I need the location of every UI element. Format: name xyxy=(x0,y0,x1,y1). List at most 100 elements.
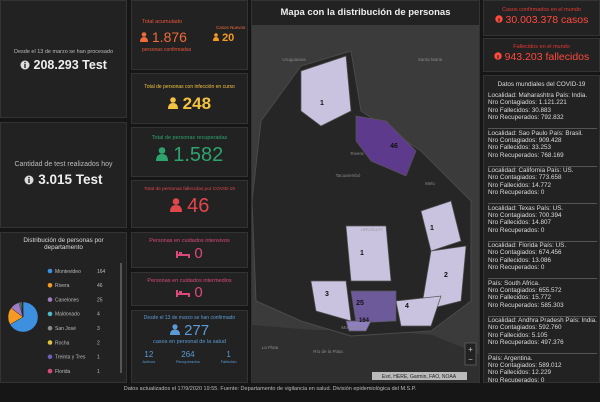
entry-text: 14.772 xyxy=(531,181,552,189)
entry-line: Nro Recuperados: 768.169 xyxy=(488,152,597,159)
entry-text: Nro Fallecidos: xyxy=(488,294,530,302)
world-deaths-card: Fallecidos en el mundo 943.203 fallecido… xyxy=(483,38,600,72)
entry-line: Nro Fallecidos: 13.086 xyxy=(488,257,597,264)
entry-text: País: xyxy=(536,204,551,212)
entry-text: 773.658 xyxy=(538,174,562,182)
processed-panel: Desde el 13 de marzo se han procesado 20… xyxy=(0,0,127,118)
world-entry: Localidad: Texas País: US. Nro Contagiad… xyxy=(488,205,597,242)
person-icon xyxy=(155,147,168,161)
today-panel: Cantidad de test realizados hoy 3.015 Te… xyxy=(0,122,127,228)
entry-line: Nro Fallecidos: 12.229 xyxy=(488,369,597,376)
label: Total de personas fallecidas por COVID-1… xyxy=(144,187,235,192)
entry-text: 12.229 xyxy=(531,369,552,377)
entry-line: Nro Recuperados: 497.376 xyxy=(488,339,597,346)
department-count: 1 xyxy=(320,100,324,107)
entry-text: California xyxy=(518,167,546,174)
entry-text: Nro Recuperados: xyxy=(488,189,540,197)
entry-text: 0 xyxy=(540,226,545,234)
legend-value: 1 xyxy=(97,369,100,375)
value: 0 xyxy=(132,284,247,301)
department-count: 1 xyxy=(430,225,434,232)
value: 46 xyxy=(132,195,247,218)
zoom-out[interactable]: − xyxy=(468,355,473,364)
entry-line: Nro Contagiados: 592.760 xyxy=(488,324,597,331)
world-entry: País: South Africa. Nro Contagiados: 655… xyxy=(488,280,597,317)
label: Cantidad de test realizados hoy xyxy=(14,161,113,168)
place-name: Tacuarembó xyxy=(336,173,361,178)
entry-line: Nro Recuperados: 0 xyxy=(488,227,597,234)
value-text: 1.876 xyxy=(151,29,187,45)
title: Distribución de personas por departament… xyxy=(23,237,104,251)
entry-text: 14.807 xyxy=(531,219,552,227)
entry-line: Localidad: Maharashtra País: India. xyxy=(488,92,597,99)
entry-text: Nro Recuperados: xyxy=(488,376,540,383)
entry-line: Nro Fallecidos: 14.772 xyxy=(488,182,597,189)
stat-value: 12 xyxy=(144,350,154,359)
entry-line: Localidad: Sao Paulo País: Brasil. xyxy=(488,130,597,137)
map-panel: Mapa con la distribución de personas 1 46… xyxy=(251,0,480,383)
label: Casos confirmados en el mundo xyxy=(502,7,581,13)
info-icon xyxy=(494,15,503,23)
department xyxy=(350,290,397,324)
department-count: 25 xyxy=(356,300,364,307)
active-card: Total de personas con infección en curso… xyxy=(131,73,248,124)
entry-line: Localidad: Texas País: US. xyxy=(488,205,597,212)
legend-value: 164 xyxy=(97,269,106,275)
entry-line: Nro Contagiados: 909.428 xyxy=(488,137,597,144)
value-text: 0 xyxy=(194,284,203,301)
label: Total acumulado xyxy=(142,19,183,25)
entry-text: 0 xyxy=(540,376,545,383)
entry-line: Nro Contagiados: 773.658 xyxy=(488,174,597,181)
zoom-in[interactable]: + xyxy=(468,345,473,354)
value-text: 46 xyxy=(187,195,210,217)
intermediate-card: Personas en cuidados intermedios 0 xyxy=(131,272,248,306)
sub: personas confirmadas xyxy=(142,47,192,53)
stat-value: 1 xyxy=(226,350,231,359)
label: Desde el 13 de marzo se han confirmado xyxy=(143,315,236,321)
legend-swatch xyxy=(47,325,53,331)
entry-text: Nro Recuperados: xyxy=(488,339,540,347)
entry-text: Nro Contagiados: xyxy=(488,324,538,332)
entry-text: 33.253 xyxy=(531,144,552,152)
entry-text: 0 xyxy=(540,264,545,272)
stat-label: Fallecido xyxy=(220,359,237,364)
entry-text: Localidad: xyxy=(488,204,517,212)
entry-line: Nro Recuperados: 792.832 xyxy=(488,114,597,121)
value-text: 30.003.378 casos xyxy=(505,14,589,26)
zoom-control[interactable] xyxy=(464,342,477,366)
entry-text: 909.428 xyxy=(538,136,562,144)
world-entry: Localidad: California País: US. Nro Cont… xyxy=(488,167,597,204)
person-icon xyxy=(169,198,182,212)
sub: casos en personal de la salud xyxy=(153,339,226,345)
water xyxy=(252,325,479,382)
department-count: 1 xyxy=(360,250,364,257)
entry-text: Localidad: xyxy=(488,92,517,99)
bed-icon xyxy=(176,290,191,297)
entry-text: Maharashtra xyxy=(518,92,554,99)
entry-text: País: xyxy=(565,317,580,324)
entry-text: Localidad: xyxy=(488,242,517,249)
entry-line: Nro Recuperados: 0 xyxy=(488,264,597,271)
label: Total de personas recuperadas xyxy=(151,135,228,141)
entry-text: Nro Fallecidos: xyxy=(488,106,530,114)
place-name: La Plata xyxy=(262,345,279,350)
entry-text: Nro Fallecidos: xyxy=(488,219,530,227)
entry-text: Localidad: xyxy=(488,317,517,324)
entry-text: Andhra Pradesh xyxy=(518,317,564,324)
department xyxy=(395,295,442,327)
legend-label: San José xyxy=(55,326,76,332)
legend-value: 25 xyxy=(97,297,103,303)
pie-slice xyxy=(9,301,39,333)
department xyxy=(345,320,372,332)
entry-text: 700.394 xyxy=(538,211,562,219)
entry-text: Nro Fallecidos: xyxy=(488,144,530,152)
entry-line: Nro Contagiados: 700.394 xyxy=(488,212,597,219)
icu-card: Personas en cuidados intensivos 0 xyxy=(131,232,248,268)
world-entry: Localidad: Florida País: US. Nro Contagi… xyxy=(488,242,597,279)
place-name: Montevideo xyxy=(341,325,365,330)
entry-line: Nro Fallecidos: 14.807 xyxy=(488,219,597,226)
entry-text: Florida xyxy=(518,242,538,249)
staff-icon xyxy=(169,324,180,335)
legend-label: Rocha xyxy=(55,340,70,346)
